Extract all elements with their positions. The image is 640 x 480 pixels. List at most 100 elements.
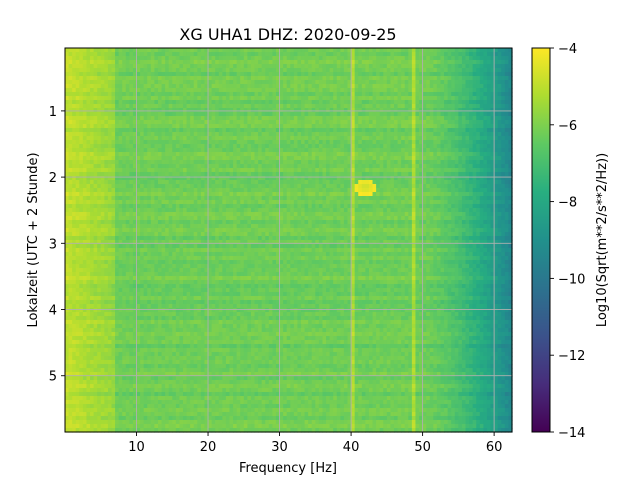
heatmap-cell (386, 172, 392, 177)
heatmap-cell (322, 188, 327, 193)
heatmap-cell (465, 180, 470, 185)
heatmap-cell (161, 80, 166, 85)
heatmap-cell (490, 88, 495, 93)
heatmap-cell (172, 76, 177, 81)
heatmap-cell (179, 136, 184, 141)
heatmap-cell (136, 80, 141, 85)
heatmap-cell (472, 84, 477, 89)
heatmap-cell (301, 92, 306, 97)
heatmap-cell (136, 128, 141, 133)
heatmap-cell (168, 104, 173, 109)
heatmap-cell (97, 136, 102, 141)
heatmap-cell (293, 132, 299, 137)
heatmap-cell (429, 184, 434, 189)
heatmap-cell (247, 188, 252, 193)
heatmap-cell (65, 108, 70, 113)
heatmap-cell (218, 68, 223, 73)
heatmap-cell (172, 108, 177, 113)
heatmap-cell (343, 152, 349, 157)
heatmap-cell (308, 108, 313, 113)
heatmap-cell (304, 104, 309, 109)
heatmap-cell (433, 136, 438, 141)
heatmap-cell (115, 48, 120, 53)
heatmap-cell (157, 64, 163, 69)
heatmap-cell (150, 184, 155, 189)
heatmap-cell (436, 96, 442, 101)
heatmap-cell (122, 148, 127, 153)
heatmap-cell (458, 140, 463, 145)
heatmap-cell (404, 168, 409, 173)
heatmap-cell (72, 136, 77, 141)
heatmap-cell (311, 184, 316, 189)
heatmap-cell (436, 52, 442, 57)
heatmap-cell (68, 180, 73, 185)
heatmap-cell (376, 136, 381, 141)
heatmap-cell (275, 144, 281, 149)
heatmap-cell (318, 100, 324, 105)
heatmap-cell (419, 148, 424, 153)
heatmap-cell (147, 200, 152, 205)
heatmap-cell (79, 184, 84, 189)
heatmap-cell (315, 124, 320, 129)
heatmap-cell (68, 52, 73, 57)
heatmap-cell (422, 56, 427, 61)
heatmap-cell (415, 168, 420, 173)
heatmap-cell (132, 120, 138, 125)
heatmap-cell (236, 128, 241, 133)
heatmap-cell (326, 180, 331, 185)
heatmap-cell (200, 144, 206, 149)
heatmap-cell (107, 68, 113, 73)
heatmap-cell (129, 68, 134, 73)
heatmap-cell (72, 104, 77, 109)
heatmap-cell (361, 48, 366, 53)
heatmap-cell (218, 56, 223, 61)
heatmap-cell (308, 52, 313, 57)
heatmap-cell (140, 148, 145, 153)
heatmap-cell (265, 168, 270, 173)
heatmap-cell (75, 64, 80, 69)
heatmap-cell (183, 64, 188, 69)
heatmap-cell (193, 120, 198, 125)
heatmap-cell (125, 92, 130, 97)
heatmap-cell (118, 60, 123, 65)
heatmap-cell (204, 184, 209, 189)
heatmap-cell (140, 124, 145, 129)
heatmap-cell (250, 60, 256, 65)
heatmap-cell (304, 84, 309, 89)
heatmap-cell (236, 140, 241, 145)
heatmap-cell (301, 80, 306, 85)
heatmap-cell (86, 180, 91, 185)
heatmap-cell (368, 152, 374, 157)
heatmap-cell (143, 180, 148, 185)
heatmap-cell (451, 128, 456, 133)
heatmap-cell (240, 136, 245, 141)
heatmap-cell (497, 160, 502, 165)
heatmap-cell (129, 104, 134, 109)
heatmap-cell (140, 152, 145, 157)
heatmap-cell (376, 160, 381, 165)
heatmap-cell (408, 68, 413, 73)
heatmap-cell (365, 192, 370, 197)
heatmap-cell (161, 76, 166, 81)
heatmap-cell (279, 116, 284, 121)
heatmap-cell (508, 104, 513, 109)
heatmap-cell (132, 92, 138, 97)
heatmap-cell (440, 168, 445, 173)
heatmap-cell (218, 72, 223, 77)
heatmap-cell (143, 152, 148, 157)
heatmap-cell (90, 56, 95, 61)
heatmap-cell (161, 104, 166, 109)
heatmap-cell (343, 120, 349, 125)
heatmap-cell (436, 204, 442, 209)
heatmap-cell (279, 96, 284, 101)
heatmap-cell (426, 152, 431, 157)
heatmap-cell (318, 52, 324, 57)
heatmap-cell (161, 176, 166, 181)
heatmap-cell (461, 76, 467, 81)
heatmap-cell (279, 84, 284, 89)
heatmap-cell (333, 84, 338, 89)
heatmap-cell (272, 188, 277, 193)
heatmap-cell (408, 176, 413, 181)
heatmap-cell (290, 52, 295, 57)
heatmap-cell (365, 92, 370, 97)
